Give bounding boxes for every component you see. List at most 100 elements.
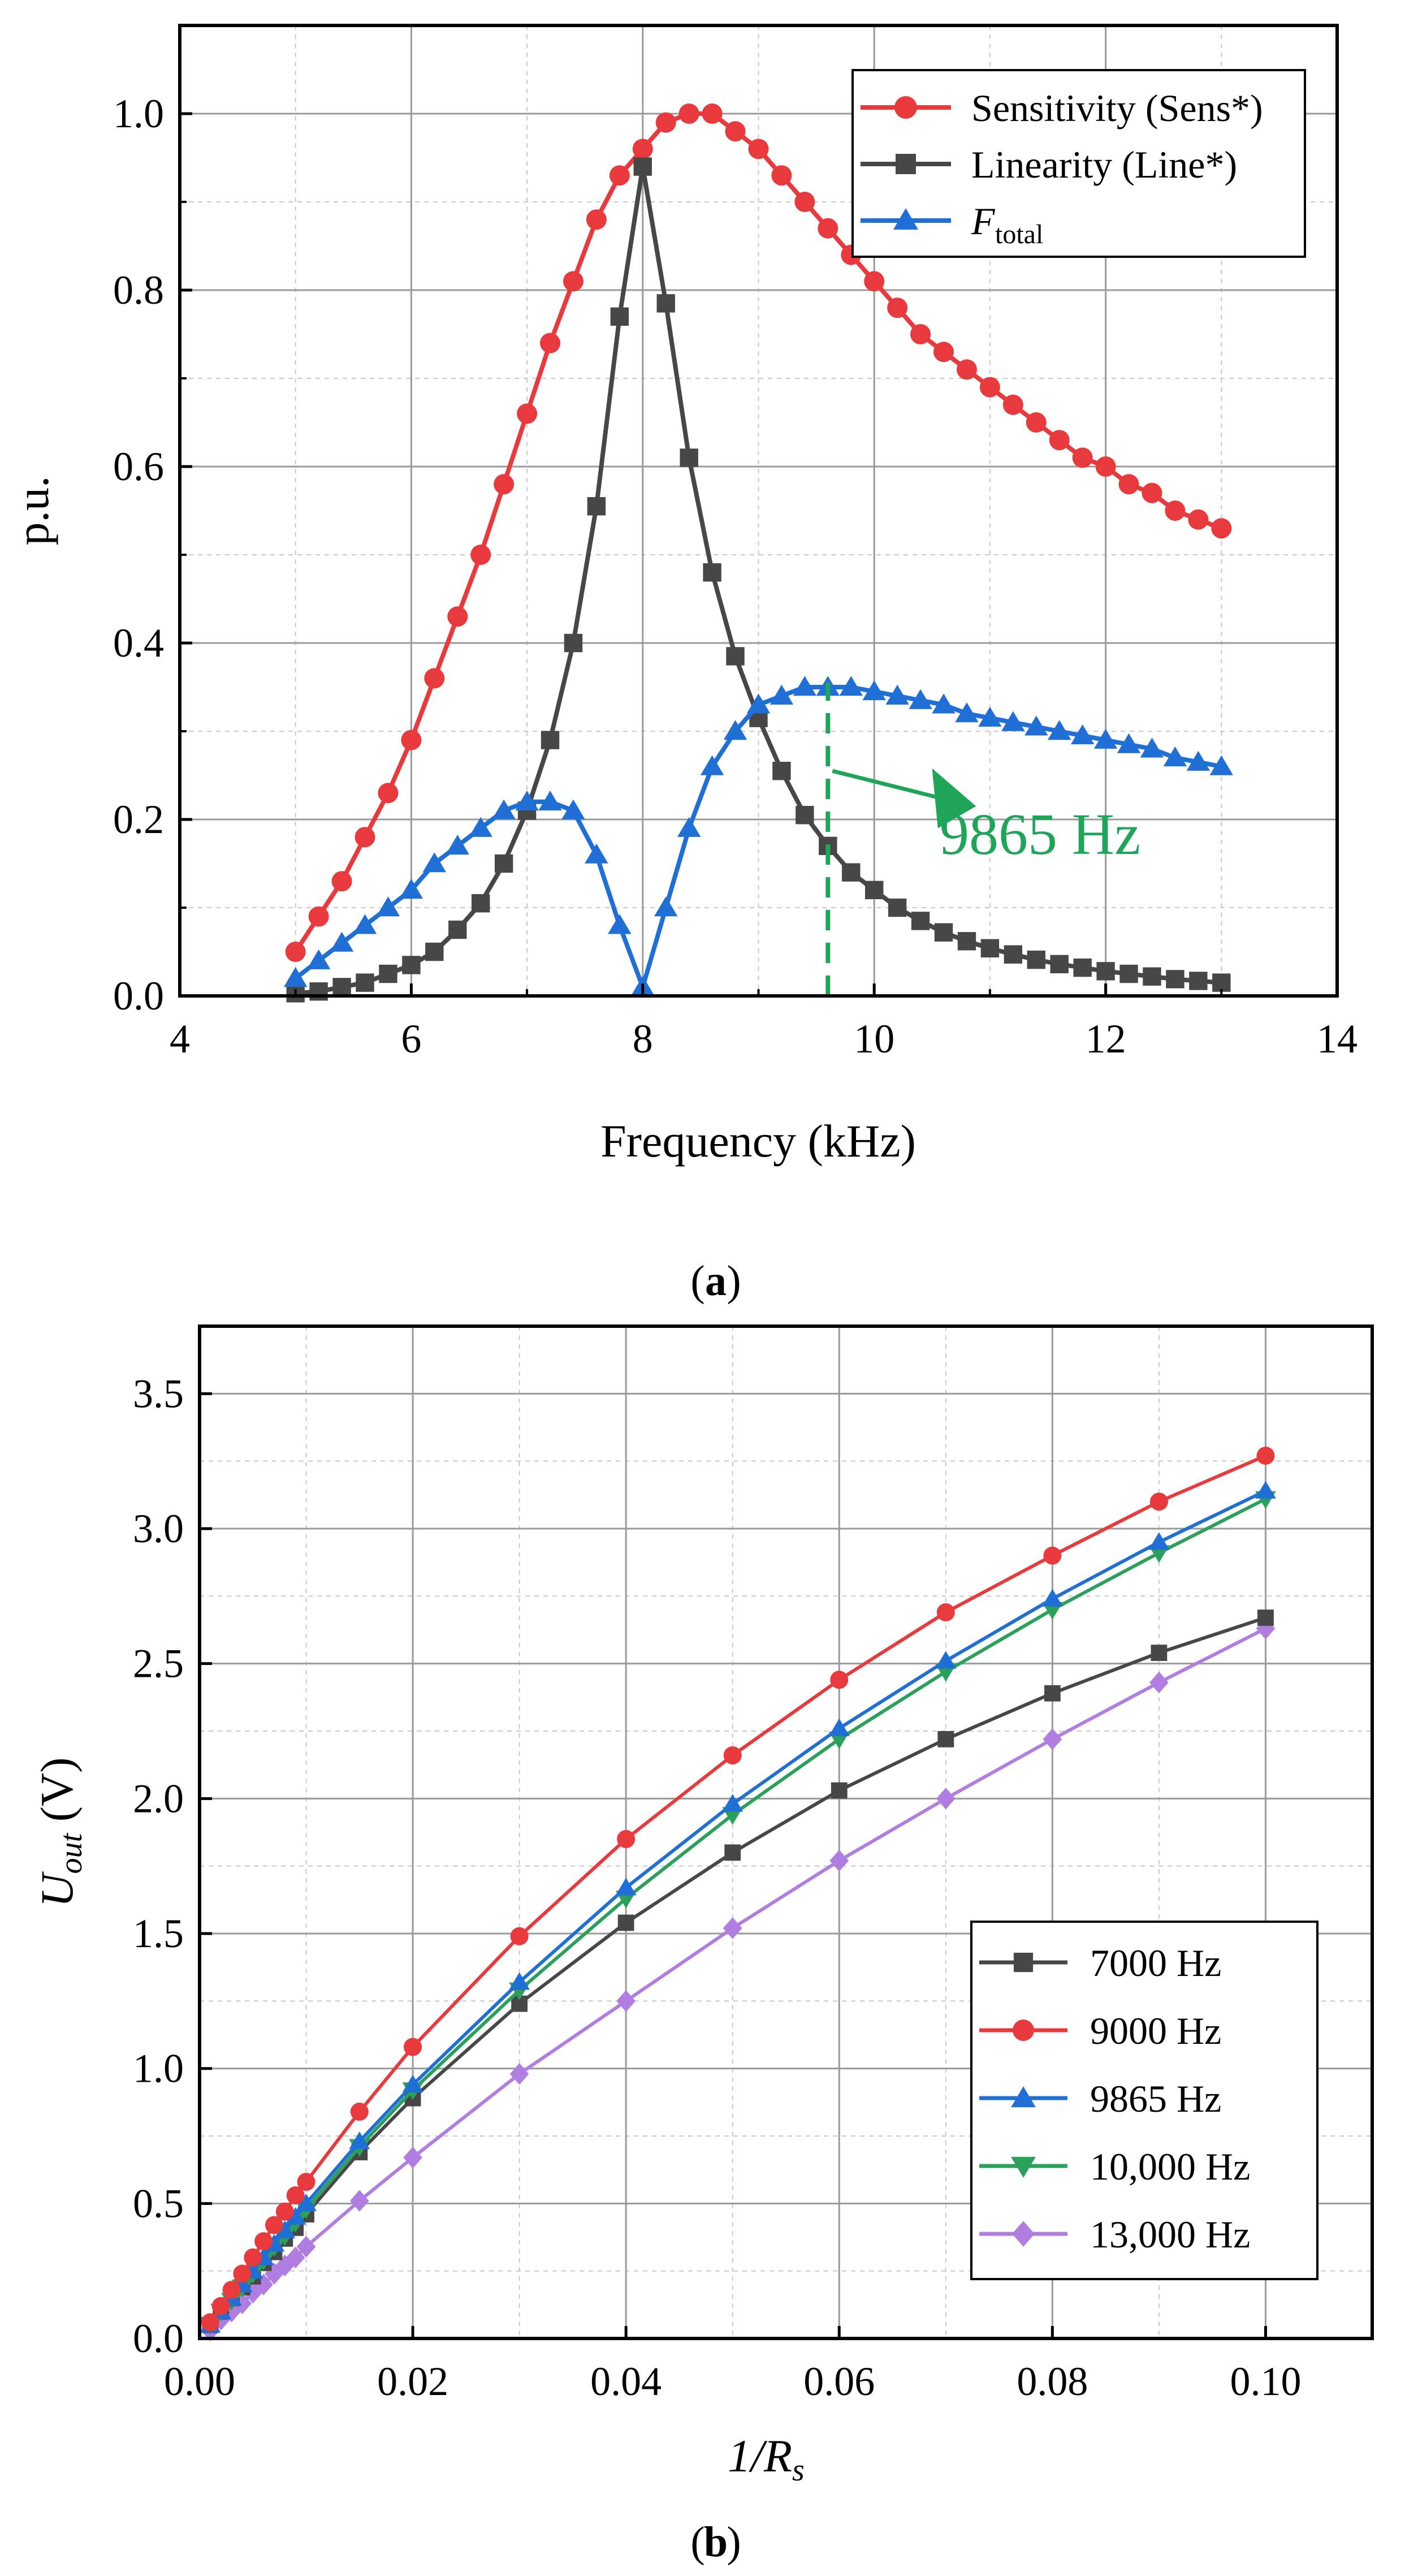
series-linearity-point	[1143, 967, 1161, 986]
series-sensitivity-point	[1002, 394, 1023, 415]
panel-b-legend-swatch-marker	[1011, 2156, 1036, 2178]
series-linearity-point	[564, 633, 583, 653]
series-9865-hz-point	[1041, 1589, 1063, 1607]
series-sensitivity-point	[818, 218, 838, 239]
series-linearity-point	[911, 912, 930, 930]
series-9865-hz-point	[722, 1794, 743, 1812]
series-sensitivity-point	[864, 271, 885, 292]
series-7000-hz-point	[831, 1782, 848, 1799]
series-linearity-point	[541, 731, 560, 749]
series-ftotal-point	[746, 693, 771, 714]
annotation-arrow-head	[932, 768, 976, 829]
panel-b-y-tick-label: 2.5	[133, 1641, 184, 1686]
legend-linearity-label: Linearity (Line*)	[971, 143, 1237, 186]
series-ftotal-point	[1024, 715, 1048, 736]
series-13000-hz-point	[829, 1849, 849, 1872]
series-sensitivity-point	[632, 139, 653, 159]
series-9000-hz-point	[350, 2103, 369, 2121]
series-linearity-point	[703, 563, 721, 582]
series-ftotal-point	[608, 914, 632, 934]
series-9000-hz-point	[201, 2313, 219, 2332]
series-linearity-point	[1119, 964, 1138, 983]
series-9000-hz-point	[1149, 1492, 1168, 1511]
series-ftotal-point	[1001, 711, 1025, 731]
series-9000-hz-point	[936, 1603, 955, 1621]
panel-b-x-tick-label: 0.00	[164, 2359, 235, 2404]
series-ftotal-point	[1186, 750, 1211, 771]
series-sensitivity-point	[1072, 447, 1093, 468]
series-9000-hz-point	[244, 2248, 262, 2267]
series-13000-hz-point	[936, 1788, 956, 1810]
series-ftotal-point	[978, 706, 1002, 727]
series-9865-hz-point	[935, 1651, 957, 1669]
panel-b-legend-label: 10,000 Hz	[1090, 2145, 1250, 2188]
series-linearity-point	[1212, 973, 1231, 992]
series-linearity-point	[680, 448, 698, 467]
panel-a-y-axis-label: p.u.	[7, 476, 58, 546]
series-linearity-point	[448, 920, 467, 939]
series-13000-hz-point	[265, 2263, 284, 2285]
panel-b-caption-close: )	[727, 2518, 741, 2566]
panel-b-axes: 0.00 0.02 0.04 0.06 0.08 0.10 0.0 0.5 1.0 1.5 2.0 2…	[133, 1371, 1301, 2404]
series-9000-hz-point	[723, 1746, 742, 1764]
series-linearity-point	[425, 942, 444, 961]
panel-b-legend-swatch-marker	[1013, 1952, 1034, 1973]
series-linearity-point	[356, 973, 374, 992]
series-linearity-point	[1050, 955, 1069, 974]
series-7000-hz-point	[724, 1844, 741, 1861]
series-13000-hz-point	[286, 2246, 305, 2268]
series-13000-hz-point	[723, 1917, 742, 1939]
panel-a-x-tick-label: 4	[170, 1016, 190, 1062]
legend-sensitivity-marker	[894, 96, 917, 119]
panel-b-x-axis-label: 1/Rs	[728, 2430, 805, 2488]
series-9000-hz-point	[830, 1671, 849, 1689]
series-linearity-point	[1073, 958, 1092, 977]
panel-a-caption-close: )	[727, 1257, 741, 1305]
series-9865-hz-point	[349, 2131, 370, 2150]
series-linearity-point	[865, 881, 884, 899]
panel-a-y-tick-label: 0.0	[113, 973, 164, 1019]
series-9865-hz-point	[285, 2207, 306, 2225]
series-ftotal-point	[677, 817, 701, 837]
series-linearity-point	[888, 898, 907, 917]
series-sensitivity-point	[540, 333, 561, 353]
series-ftotal-point	[1163, 747, 1187, 767]
series-ftotal-point	[700, 755, 724, 775]
series-linearity-point	[1027, 950, 1045, 969]
panel-b-x-tick-label: 0.02	[377, 2359, 448, 2404]
series-sensitivity-point	[424, 668, 445, 689]
series-9000-hz-point	[275, 2202, 294, 2221]
panel-b-legend-swatch-marker	[1013, 2020, 1034, 2041]
panel-a-x-axis-label: Frequency (kHz)	[600, 1115, 916, 1167]
series-9000-hz-point	[286, 2186, 305, 2205]
series-ftotal-point	[330, 931, 354, 952]
panel-b-caption-letter: b	[704, 2518, 728, 2566]
panel-b-legend: 7000 Hz 9000 Hz 9865 Hz 10,000 Hz 13,000 Hz	[970, 1921, 1318, 2280]
series-ftotal-point	[1048, 720, 1071, 740]
panel-b-y-axis-label-sub: out	[54, 1832, 89, 1874]
panel-a-series	[284, 103, 1233, 1003]
series-sensitivity-point	[378, 783, 399, 804]
series-sensitivity-point	[1049, 430, 1070, 451]
series-linearity-point	[379, 964, 397, 983]
series-ftotal-point	[1209, 755, 1233, 775]
series-sensitivity-point	[1211, 518, 1232, 539]
series-linearity-point	[1189, 972, 1208, 990]
panel-b-x-axis-label-main: 1/R	[728, 2430, 792, 2482]
series-sensitivity-point	[1118, 474, 1139, 495]
panel-a-y-tick-label: 0.4	[113, 620, 164, 666]
series-sensitivity-point	[609, 165, 630, 186]
series-ftotal-point	[422, 852, 447, 873]
series-7000-hz-point	[1257, 1610, 1274, 1626]
panel-a-y-tick-label: 0.8	[113, 267, 164, 313]
series-linearity-point	[332, 978, 351, 996]
series-ftotal-point	[1093, 728, 1118, 749]
series-linearity-point	[633, 157, 652, 176]
series-linearity-point	[472, 894, 490, 913]
series-sensitivity-point	[586, 209, 607, 230]
series-sensitivity-point	[401, 730, 422, 750]
panel-b-x-tick-label: 0.08	[1017, 2359, 1088, 2404]
panel-a-caption-open: (	[690, 1257, 704, 1305]
series-ftotal-point	[446, 835, 469, 855]
